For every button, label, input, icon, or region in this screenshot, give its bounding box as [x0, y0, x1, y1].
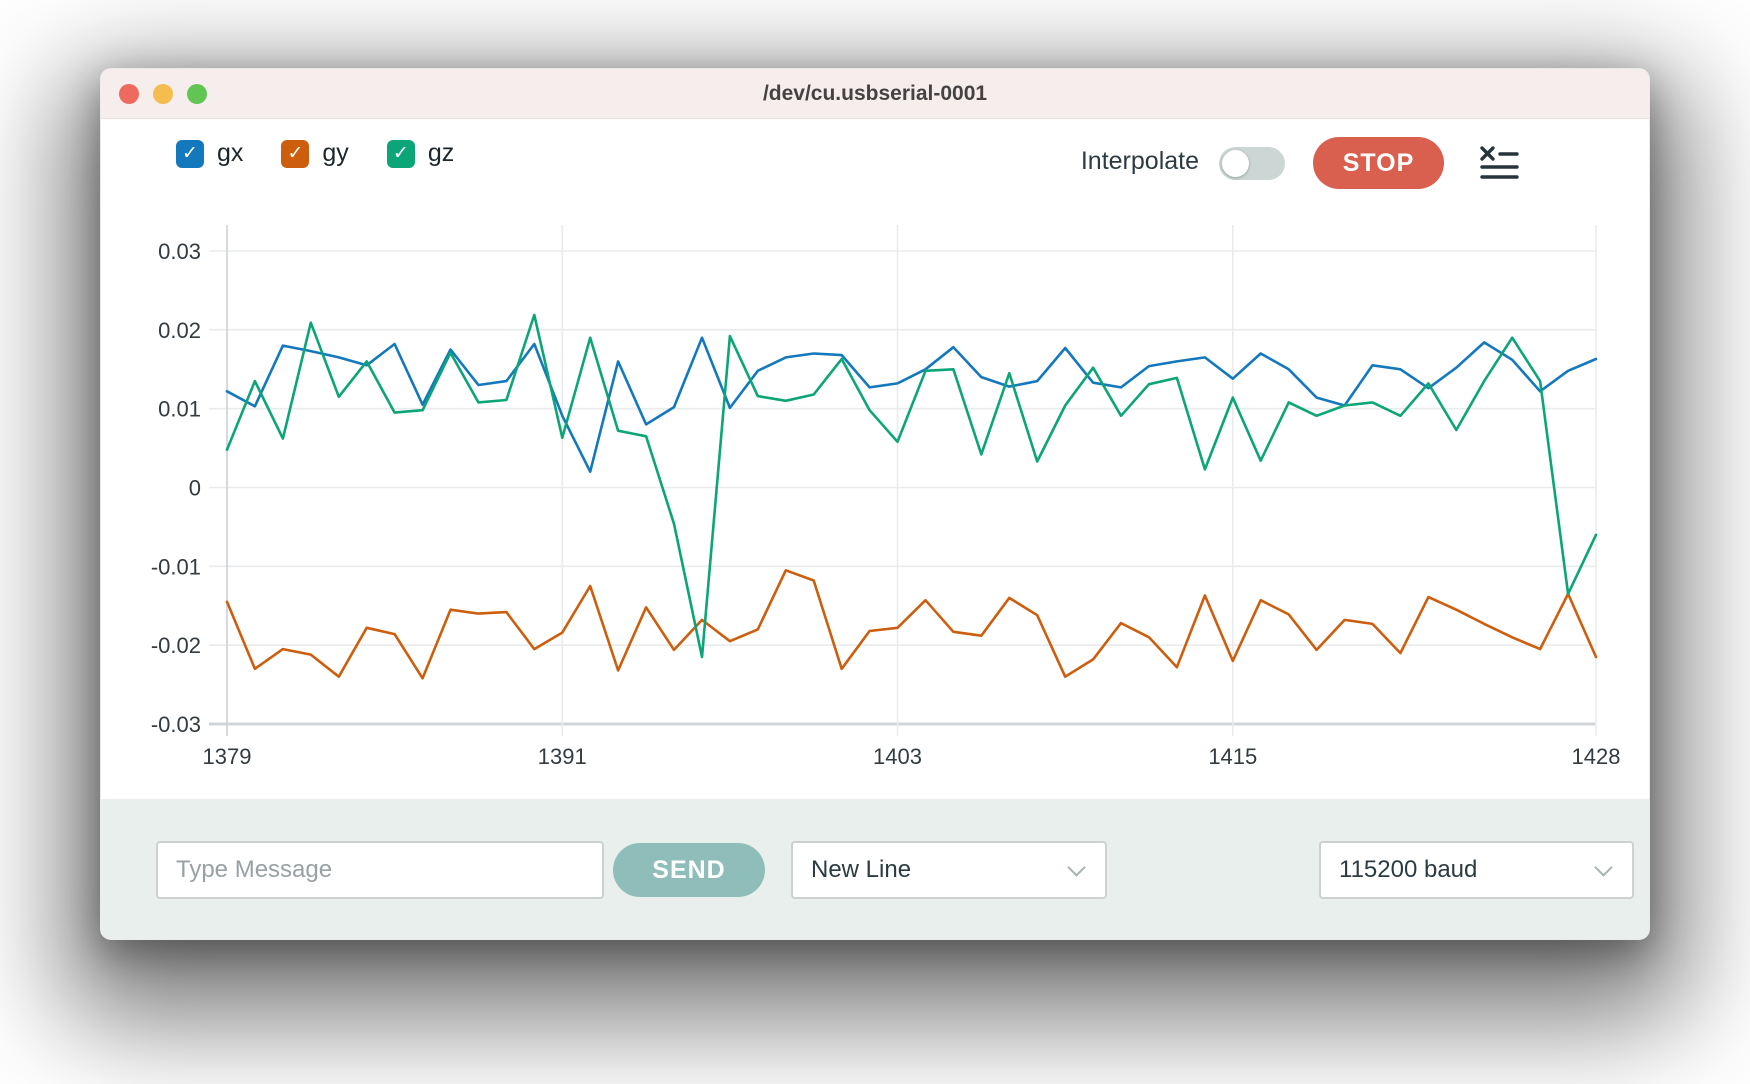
- legend-label: gy: [322, 139, 348, 168]
- window-title: /dev/cu.usbserial-0001: [101, 69, 1649, 119]
- stop-button[interactable]: STOP: [1313, 137, 1444, 189]
- series-line-gy: [227, 570, 1596, 678]
- legend-item-gz[interactable]: ✓ gz: [387, 139, 454, 168]
- y-axis-tick-label: 0: [189, 476, 201, 501]
- x-axis-tick-label: 1379: [203, 744, 252, 769]
- send-button[interactable]: SEND: [613, 843, 765, 897]
- baud-rate-value: 115200 baud: [1339, 856, 1477, 883]
- x-axis-tick-label: 1403: [873, 744, 922, 769]
- legend-label: gz: [428, 139, 454, 168]
- chevron-down-icon: [1594, 858, 1612, 876]
- toggle-knob-icon: [1222, 150, 1249, 177]
- checkbox-checked-icon[interactable]: ✓: [176, 140, 204, 168]
- series-line-gx: [227, 338, 1596, 472]
- chevron-down-icon: [1067, 858, 1085, 876]
- series-legend: ✓ gx ✓ gy ✓ gz: [176, 139, 454, 168]
- y-axis-tick-label: 0.02: [158, 318, 201, 343]
- y-axis-tick-label: -0.01: [151, 554, 201, 579]
- x-axis-tick-label: 1428: [1572, 744, 1621, 769]
- line-ending-value: New Line: [811, 856, 911, 883]
- y-axis-tick-label: -0.03: [151, 712, 201, 737]
- checkbox-checked-icon[interactable]: ✓: [281, 140, 309, 168]
- x-axis-tick-label: 1391: [538, 744, 587, 769]
- app-window: /dev/cu.usbserial-0001 0.03 0.02 0.01 0 -0.0…: [100, 68, 1650, 940]
- legend-label: gx: [217, 139, 243, 168]
- x-axis-tick-label: 1415: [1208, 744, 1257, 769]
- series-line-gz: [227, 315, 1596, 657]
- title-bar: /dev/cu.usbserial-0001: [101, 69, 1649, 119]
- checkbox-checked-icon[interactable]: ✓: [387, 140, 415, 168]
- y-axis-tick-label: 0.03: [158, 239, 201, 264]
- console-list-icon[interactable]: [1479, 141, 1519, 185]
- line-ending-select[interactable]: New Line: [791, 841, 1107, 899]
- interpolate-label: Interpolate: [1081, 147, 1199, 176]
- interpolate-toggle[interactable]: [1219, 147, 1285, 180]
- y-axis-tick-label: -0.02: [151, 633, 201, 658]
- message-input[interactable]: [156, 841, 604, 899]
- y-axis-tick-label: 0.01: [158, 397, 201, 422]
- baud-rate-select[interactable]: 115200 baud: [1319, 841, 1634, 899]
- legend-item-gx[interactable]: ✓ gx: [176, 139, 243, 168]
- legend-item-gy[interactable]: ✓ gy: [281, 139, 348, 168]
- message-bar: SEND New Line 115200 baud: [101, 799, 1649, 939]
